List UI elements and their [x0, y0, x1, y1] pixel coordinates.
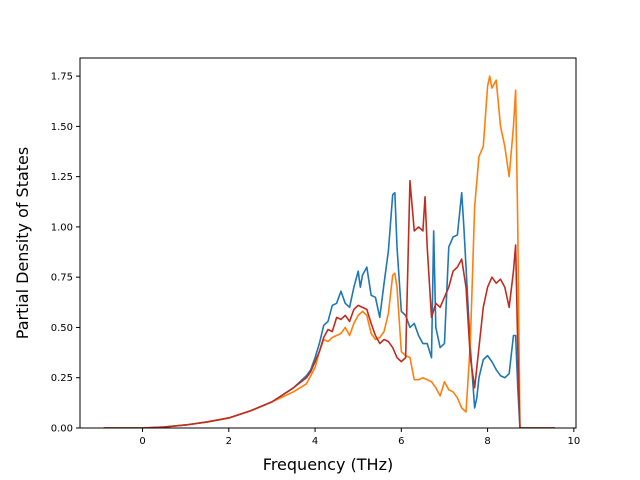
y-tick-label: 0.75	[51, 273, 73, 284]
x-tick-label: 10	[567, 436, 580, 447]
x-tick-label: 2	[226, 436, 232, 447]
y-tick-label: 0.25	[51, 373, 73, 384]
series-layer	[103, 75, 555, 428]
x-tick-label: 6	[398, 436, 404, 447]
x-tick-label: 8	[484, 436, 490, 447]
x-axis-title: Frequency (THz)	[263, 455, 393, 474]
plot-frame	[79, 57, 577, 429]
x-axis-ticks: 0 2 4 6 8 10	[139, 428, 580, 447]
y-axis-title: Partial Density of States	[13, 147, 32, 339]
series-line-2	[103, 75, 555, 428]
x-tick-label: 0	[139, 436, 145, 447]
x-tick-label: 4	[312, 436, 318, 447]
y-tick-label: 1.50	[51, 122, 73, 133]
series-line-3	[103, 179, 555, 428]
y-tick-label: 0.00	[51, 424, 73, 435]
y-tick-label: 1.00	[51, 222, 73, 233]
y-tick-label: 1.75	[51, 72, 73, 83]
y-tick-label: 0.50	[51, 323, 73, 334]
y-axis-ticks: 0.00 0.25 0.50 0.75 1.00 1.25 1.50 1.75	[51, 72, 80, 435]
series-line-1	[103, 191, 555, 428]
y-tick-label: 1.25	[51, 172, 73, 183]
